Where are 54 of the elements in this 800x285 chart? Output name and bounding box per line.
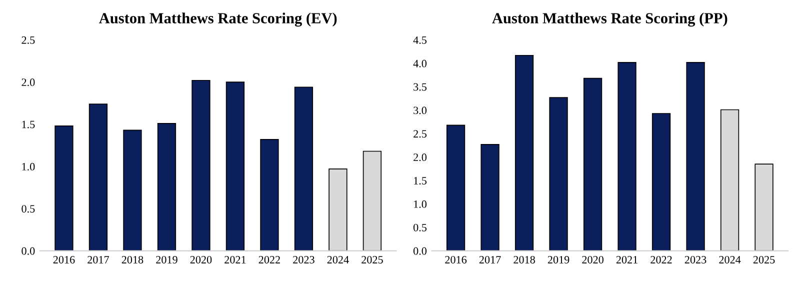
- bar: [123, 130, 142, 251]
- y-tick-label: 2.0: [414, 154, 427, 162]
- y-tick-label: 4.0: [413, 60, 427, 68]
- bar: [157, 122, 176, 251]
- y-tick-label: 3.5: [414, 83, 427, 91]
- y-tick-label: 2.5: [414, 130, 427, 138]
- y-tick-label: 1.0: [22, 162, 35, 170]
- bar: [54, 126, 74, 251]
- y-tick-label: 2.0: [22, 78, 35, 86]
- y-tick-label: 0.0: [413, 247, 427, 255]
- bar: [260, 139, 279, 251]
- x-tick-label: 2017: [88, 256, 110, 264]
- x-tick-label: 2025: [362, 256, 383, 264]
- bar: [686, 62, 705, 251]
- x-tick-label: 2017: [479, 256, 501, 264]
- y-tick-label: 0.5: [413, 224, 427, 232]
- bar: [618, 62, 636, 251]
- y-tick-label: 1.0: [414, 200, 427, 208]
- chart-title: Auston Matthews Rate Scoring (PP): [492, 12, 728, 27]
- bar: [549, 97, 568, 251]
- y-tick-label: 1.5: [22, 120, 35, 128]
- x-tick-label: 2020: [190, 256, 212, 264]
- x-tick-label: 2020: [582, 256, 604, 264]
- x-tick-label: 2019: [156, 256, 178, 264]
- x-tick-label: 2023: [293, 256, 314, 264]
- y-tick-label: 2.5: [22, 36, 35, 44]
- y-tick-label: 0.5: [22, 205, 35, 213]
- chart-title: Auston Matthews Rate Scoring (EV): [99, 12, 337, 27]
- x-tick-label: 2021: [616, 256, 638, 264]
- bar: [514, 54, 534, 251]
- bar: [446, 124, 466, 251]
- x-tick-label: 2025: [753, 256, 775, 264]
- bar: [294, 86, 314, 251]
- x-tick-label: 2018: [122, 256, 144, 264]
- y-tick-label: 4.5: [413, 36, 427, 44]
- y-tick-label: 3.0: [414, 106, 427, 114]
- x-tick-label: 2024: [719, 256, 741, 264]
- x-tick-label: 2024: [327, 256, 349, 264]
- bar: [652, 113, 671, 251]
- bar: [88, 104, 108, 251]
- x-tick-label: 2023: [684, 256, 706, 264]
- bar: [226, 82, 245, 251]
- x-tick-label: 2018: [514, 256, 535, 264]
- x-tick-label: 2016: [445, 256, 467, 264]
- x-tick-label: 2022: [258, 256, 280, 264]
- x-tick-label: 2022: [650, 256, 672, 264]
- y-tick-label: 1.5: [414, 177, 427, 185]
- y-tick-label: 0.0: [22, 247, 35, 255]
- bar: [480, 144, 500, 251]
- x-tick-label: 2016: [53, 256, 75, 264]
- bar: [583, 78, 602, 251]
- bar: [192, 80, 210, 251]
- x-tick-label: 2021: [224, 256, 246, 264]
- x-tick-label: 2019: [548, 256, 570, 264]
